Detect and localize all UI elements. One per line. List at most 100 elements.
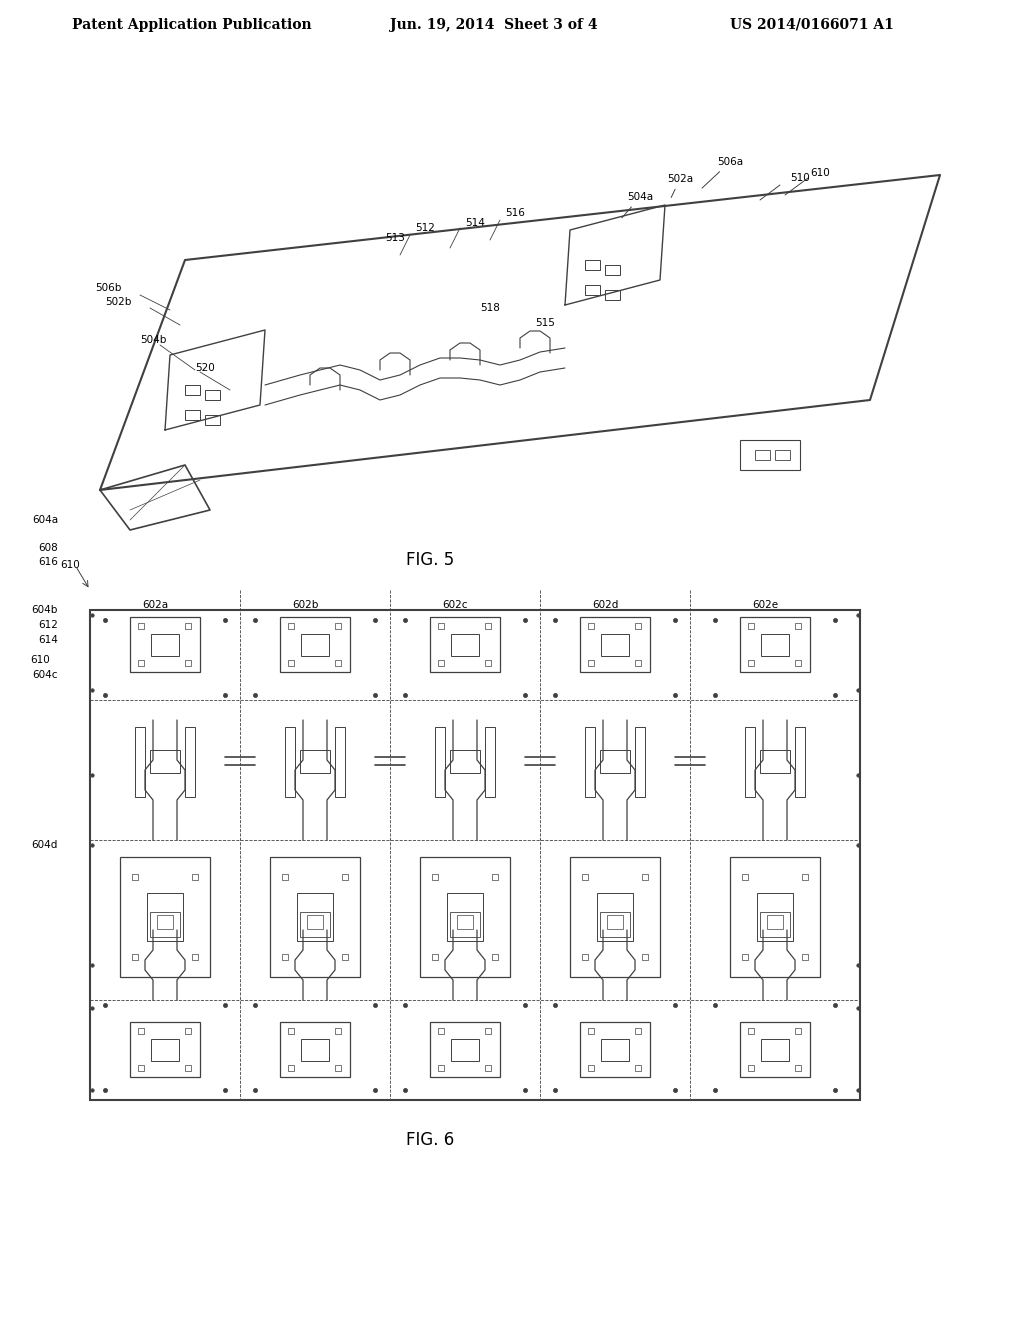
Bar xyxy=(761,634,790,656)
Text: FIG. 5: FIG. 5 xyxy=(406,550,454,569)
Bar xyxy=(601,634,629,656)
Bar xyxy=(138,660,144,667)
Bar xyxy=(585,260,600,271)
Bar xyxy=(485,727,495,797)
Bar xyxy=(138,1065,144,1071)
Bar xyxy=(430,1022,500,1077)
Text: FIG. 6: FIG. 6 xyxy=(406,1131,454,1148)
Text: 614: 614 xyxy=(38,635,58,645)
Text: 502a: 502a xyxy=(667,174,693,198)
Bar xyxy=(193,954,198,960)
Bar xyxy=(451,634,479,656)
Bar xyxy=(485,660,490,667)
Bar xyxy=(335,727,345,797)
Bar xyxy=(585,285,600,294)
Bar xyxy=(775,450,790,459)
Bar xyxy=(580,616,650,672)
Bar xyxy=(420,857,510,977)
Bar xyxy=(795,1028,801,1034)
Text: 502b: 502b xyxy=(105,297,131,308)
Bar xyxy=(130,1022,200,1077)
Bar xyxy=(288,660,294,667)
Text: Jun. 19, 2014  Sheet 3 of 4: Jun. 19, 2014 Sheet 3 of 4 xyxy=(390,18,598,32)
Bar xyxy=(342,954,348,960)
Text: 513: 513 xyxy=(385,234,404,243)
Bar xyxy=(760,750,790,774)
Bar xyxy=(270,857,360,977)
Bar xyxy=(767,915,783,929)
Bar xyxy=(282,874,288,880)
Text: US 2014/0166071 A1: US 2014/0166071 A1 xyxy=(730,18,894,32)
Bar xyxy=(588,1028,594,1034)
Bar xyxy=(795,623,801,630)
Bar xyxy=(285,727,295,797)
Text: 506a: 506a xyxy=(702,157,743,189)
Text: 612: 612 xyxy=(38,620,58,630)
Bar xyxy=(185,623,191,630)
Bar xyxy=(335,623,341,630)
Bar xyxy=(588,623,594,630)
Bar xyxy=(492,874,498,880)
Bar xyxy=(438,1028,444,1034)
Bar xyxy=(288,1028,294,1034)
Bar xyxy=(570,857,660,977)
Bar xyxy=(642,954,648,960)
Text: 515: 515 xyxy=(535,318,555,327)
Bar xyxy=(451,1039,479,1061)
Bar xyxy=(447,894,483,941)
Bar xyxy=(795,660,801,667)
Bar xyxy=(132,874,138,880)
Text: 504b: 504b xyxy=(140,335,166,345)
Bar xyxy=(748,1065,754,1071)
Bar xyxy=(342,874,348,880)
Bar xyxy=(600,750,630,774)
Bar xyxy=(280,616,350,672)
Bar xyxy=(730,857,820,977)
Bar xyxy=(748,660,754,667)
Bar xyxy=(157,915,173,929)
Bar xyxy=(450,750,480,774)
Text: 602c: 602c xyxy=(442,601,468,610)
Bar xyxy=(307,915,323,929)
Bar xyxy=(301,634,329,656)
Bar xyxy=(795,727,805,797)
Bar xyxy=(748,623,754,630)
Bar xyxy=(755,450,770,459)
Bar xyxy=(185,1065,191,1071)
Text: 516: 516 xyxy=(505,209,525,218)
Bar xyxy=(185,385,200,395)
Text: 604c: 604c xyxy=(33,671,58,680)
Bar xyxy=(185,660,191,667)
Bar xyxy=(585,727,595,797)
Bar xyxy=(288,1065,294,1071)
Text: 510: 510 xyxy=(790,173,810,183)
Bar xyxy=(607,915,623,929)
Bar xyxy=(205,389,220,400)
Bar xyxy=(761,1039,790,1061)
Bar xyxy=(742,874,748,880)
Bar xyxy=(120,857,210,977)
Bar xyxy=(635,1065,641,1071)
Text: 604d: 604d xyxy=(32,840,58,850)
Bar xyxy=(300,912,330,937)
Bar xyxy=(635,623,641,630)
Bar xyxy=(740,440,800,470)
Bar xyxy=(605,265,620,275)
Bar xyxy=(748,1028,754,1034)
Bar xyxy=(147,894,183,941)
Text: 512: 512 xyxy=(415,223,435,234)
Bar xyxy=(742,954,748,960)
Bar xyxy=(795,1065,801,1071)
Text: 610: 610 xyxy=(31,655,50,665)
Bar xyxy=(438,623,444,630)
Text: 506b: 506b xyxy=(95,282,122,293)
Bar xyxy=(150,750,180,774)
Bar xyxy=(301,1039,329,1061)
Bar xyxy=(450,912,480,937)
Bar xyxy=(151,1039,179,1061)
Bar xyxy=(582,954,588,960)
Bar xyxy=(438,660,444,667)
Text: Patent Application Publication: Patent Application Publication xyxy=(72,18,311,32)
Bar xyxy=(132,954,138,960)
Bar xyxy=(335,1028,341,1034)
